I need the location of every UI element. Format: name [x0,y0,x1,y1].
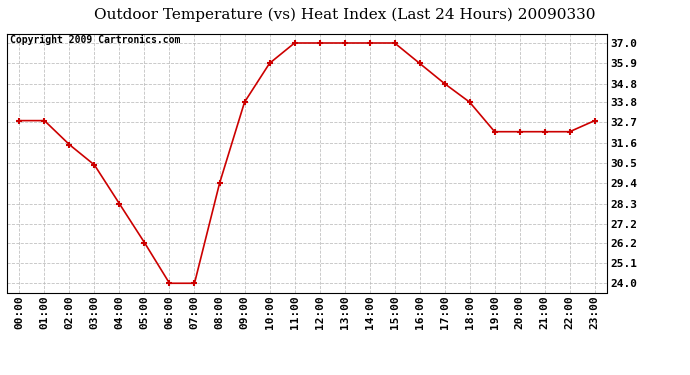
Text: Copyright 2009 Cartronics.com: Copyright 2009 Cartronics.com [10,35,180,45]
Text: Outdoor Temperature (vs) Heat Index (Last 24 Hours) 20090330: Outdoor Temperature (vs) Heat Index (Las… [95,8,595,22]
